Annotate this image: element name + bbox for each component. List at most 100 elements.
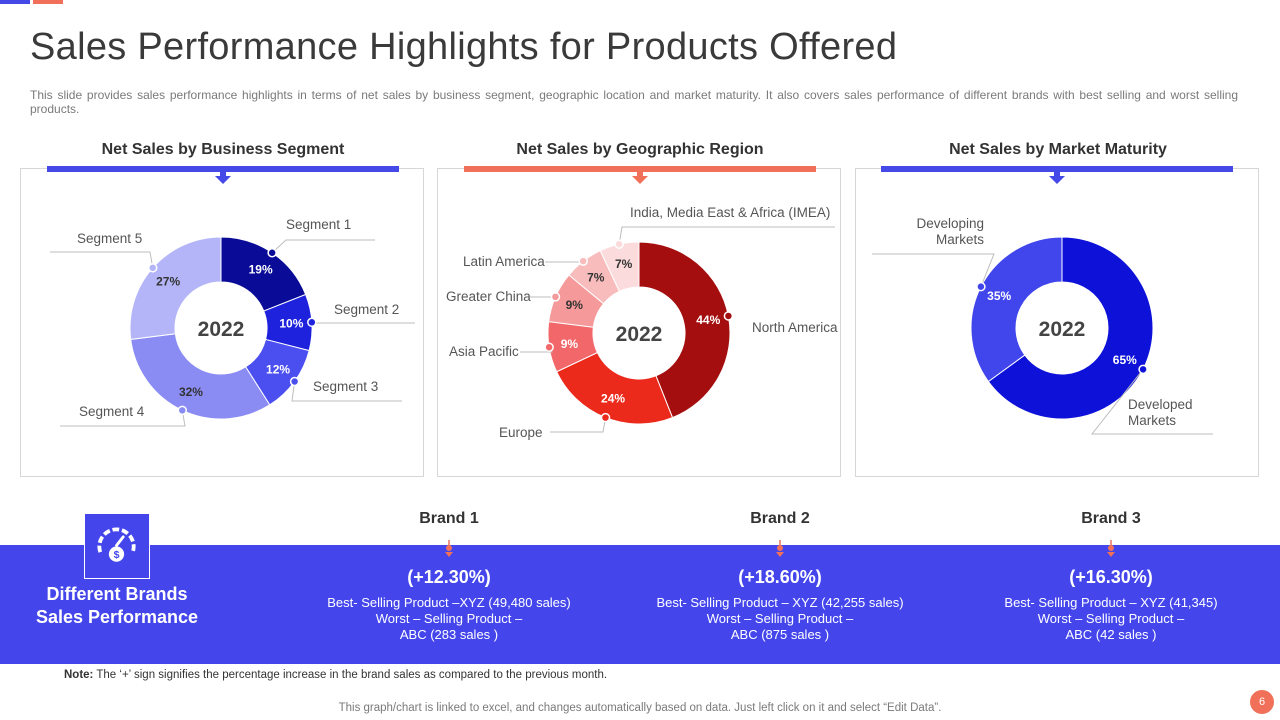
category-label-segment-5: Segment 5 <box>77 231 142 246</box>
pointer-arrow-0 <box>215 176 231 184</box>
value-label-segment-3: 12% <box>266 362 290 376</box>
brand-3-pin-icon <box>1107 540 1115 557</box>
leader-dot-developed-markets <box>1138 364 1148 375</box>
brand-2-best-selling: Best- Selling Product – XYZ (42,255 sale… <box>656 595 904 610</box>
category-label-greater-china: Greater China <box>446 289 531 304</box>
brand-2-pin-icon <box>776 540 784 557</box>
page-description: This slide provides sales performance hi… <box>30 88 1238 116</box>
value-label-north-america: 44% <box>696 313 720 327</box>
note: Note: The ‘+’ sign signifies the percent… <box>64 669 607 681</box>
value-label-segment-2: 10% <box>279 317 303 331</box>
leader-dot-segment-1 <box>267 247 277 258</box>
leader-line-europe <box>550 417 606 433</box>
brand-1-worst-product: ABC (283 sales ) <box>399 627 499 642</box>
panel-pointer-arrows <box>215 172 1065 184</box>
brand-3-change: (+16.30%) <box>1069 567 1153 587</box>
value-label-asia-pacific: 9% <box>561 337 579 351</box>
brand-3-best-selling: Best- Selling Product – XYZ (41,345) <box>1004 595 1218 610</box>
leader-dot-developing-markets <box>976 281 986 292</box>
category-label-asia-pacific: Asia Pacific <box>449 344 519 359</box>
panel-heading-market-maturity: Net Sales by Market Maturity <box>949 141 1167 158</box>
brand-2-worst-selling: Worst – Selling Product – <box>706 611 854 626</box>
note-label: Note: <box>64 669 94 681</box>
donut-center-label: 2022 <box>616 323 663 346</box>
leader-line-segment-2 <box>311 321 415 324</box>
footer-text: This graph/chart is linked to excel, and… <box>338 702 942 714</box>
brands-section-title: Different Brands Sales Performance <box>35 584 199 627</box>
value-label-latin-america: 7% <box>587 270 605 284</box>
leader-dot-segment-4 <box>177 405 188 416</box>
pointer-arrow-2 <box>1049 176 1065 184</box>
leader-line-segment-3 <box>291 381 402 402</box>
slice-north-america <box>638 241 731 419</box>
page-number: 6 <box>1250 690 1274 714</box>
category-label-segment-4: Segment 4 <box>79 404 145 419</box>
value-label-europe: 24% <box>601 392 625 406</box>
leader-dot-india-media-east-africa-imea <box>614 239 624 249</box>
page-title: Sales Performance Highlights for Product… <box>30 26 898 68</box>
note-text: The ‘+’ sign signifies the percentage in… <box>96 669 608 681</box>
leader-line-segment-1 <box>271 239 375 254</box>
speedometer-dollar-icon: $ <box>84 513 150 579</box>
category-label-europe: Europe <box>499 425 543 440</box>
slice-developing-markets <box>970 236 1063 383</box>
slice-developed-markets <box>987 236 1154 420</box>
value-label-india-media-east-africa-imea: 7% <box>615 257 633 271</box>
donut-center-label: 2022 <box>198 318 245 341</box>
leader-dot-latin-america <box>578 256 588 266</box>
value-label-developing-markets: 35% <box>987 289 1011 303</box>
top-accent-coral <box>33 0 63 4</box>
leader-line-segment-5 <box>50 251 154 268</box>
category-label-india-media-east-africa-imea: India, Media East & Africa (IMEA) <box>630 205 830 220</box>
leader-dot-segment-3 <box>289 376 300 387</box>
leader-dot-asia-pacific <box>544 342 554 352</box>
brand-3-worst-selling: Worst – Selling Product – <box>1037 611 1185 626</box>
panel-bar-geographic-region <box>464 166 816 172</box>
donut-chart-market-maturity: 202265%35%DevelopedMarketsDevelopingMark… <box>872 216 1213 435</box>
category-label-developing-markets-line-1: Developing <box>916 216 984 231</box>
category-label-developed-markets-line-1: Developed <box>1128 397 1193 412</box>
brand-1-worst-selling: Worst – Selling Product – <box>375 611 523 626</box>
brand-2-name: Brand 2 <box>750 510 810 527</box>
top-accent-blue <box>0 0 30 4</box>
value-label-segment-1: 19% <box>249 263 273 277</box>
brand-1-name: Brand 1 <box>419 510 479 527</box>
leader-dot-segment-2 <box>307 317 317 328</box>
category-label-segment-2: Segment 2 <box>334 302 399 317</box>
category-label-developed-markets-line-2: Markets <box>1128 413 1176 428</box>
category-label-north-america: North America <box>752 320 838 335</box>
panel-heading-geographic-region: Net Sales by Geographic Region <box>516 141 764 158</box>
leader-line-latin-america <box>545 260 586 263</box>
brand-1-pin-icon <box>445 540 453 557</box>
brand-3-name: Brand 3 <box>1081 510 1141 527</box>
donut-center-label: 2022 <box>1039 318 1086 341</box>
brands-band <box>0 545 1280 664</box>
panel-bar-market-maturity <box>881 166 1233 172</box>
pointer-stem-1 <box>637 172 643 177</box>
leader-line-segment-4 <box>60 410 186 427</box>
category-label-latin-america: Latin America <box>463 254 545 269</box>
value-label-developed-markets: 65% <box>1113 353 1137 367</box>
brand-1-change: (+12.30%) <box>407 567 491 587</box>
brand-1-best-selling: Best- Selling Product –XYZ (49,480 sales… <box>327 595 571 610</box>
value-label-greater-china: 9% <box>566 298 584 312</box>
panel-heading-business-segment: Net Sales by Business Segment <box>101 141 345 158</box>
pointer-arrow-1 <box>632 176 648 184</box>
value-label-segment-5: 27% <box>156 274 180 288</box>
leader-dot-greater-china <box>550 292 561 302</box>
category-label-segment-3: Segment 3 <box>313 379 378 394</box>
leader-line-developing-markets <box>872 253 995 287</box>
brand-2-worst-product: ABC (875 sales ) <box>730 627 830 642</box>
slice-segment-4 <box>130 333 271 420</box>
svg-text:$: $ <box>114 549 120 561</box>
brand-2-change: (+18.60%) <box>738 567 822 587</box>
leader-dot-segment-5 <box>147 263 158 273</box>
brand-3-worst-product: ABC (42 sales ) <box>1065 627 1157 642</box>
slice-segment-5 <box>129 236 222 340</box>
slice-india-media-east-africa-imea <box>599 241 640 293</box>
slice-europe <box>555 351 674 425</box>
panel-bar-business-segment <box>47 166 399 172</box>
category-label-developing-markets-line-2: Markets <box>936 232 984 247</box>
